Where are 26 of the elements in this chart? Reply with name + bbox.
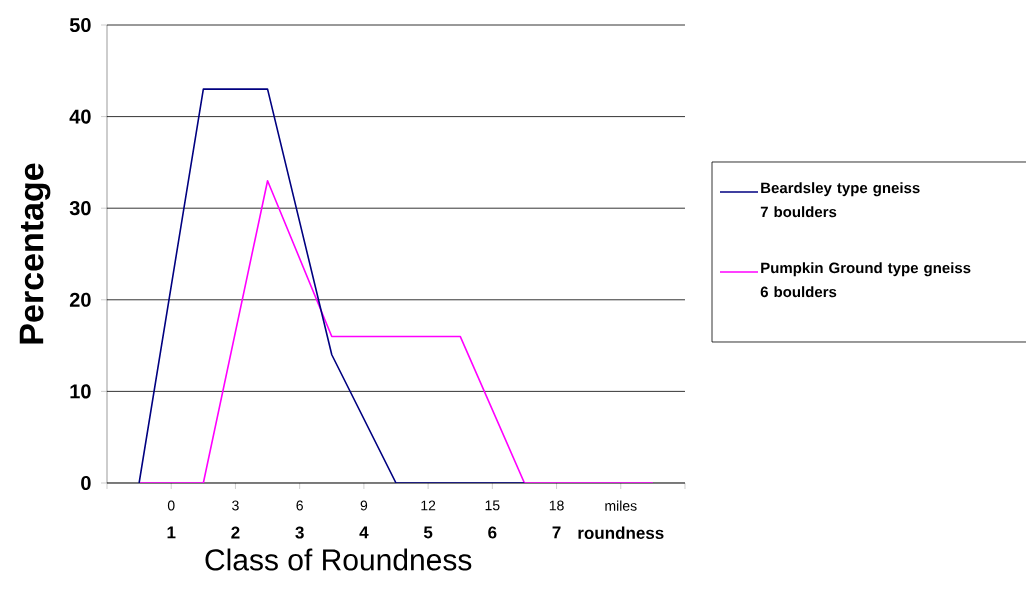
x2-tick-label: 1: [167, 526, 176, 539]
x2-tick-label: 3: [295, 526, 304, 539]
x-tick-label: miles: [605, 500, 637, 511]
y-tick-label: 50: [69, 17, 91, 33]
y-axis-title: Percentage: [19, 163, 51, 344]
x2-tick-label: 5: [423, 526, 433, 539]
x-tick-label: 9: [360, 500, 368, 511]
x-tick-label: 12: [421, 500, 436, 511]
x2-tick-label: 2: [231, 526, 240, 539]
x2-tick-label: roundness: [578, 526, 664, 540]
x-tick-label: 0: [167, 500, 175, 511]
y-tick-label: 0: [81, 475, 91, 491]
x-tick-label: 18: [549, 500, 564, 511]
y-tick-label: 10: [70, 384, 91, 399]
x-axis-title: Class of Roundness: [205, 548, 472, 571]
x2-tick-label: 7: [552, 526, 561, 539]
legend-label: Pumpkin Ground type gneiss 6 boulders: [760, 262, 971, 298]
x-tick-label: 15: [485, 500, 500, 511]
x-tick-label: 3: [232, 500, 239, 511]
y-tick-label: 30: [69, 201, 91, 216]
y-tick-label: 40: [69, 109, 91, 124]
y-tick-label: 20: [69, 292, 91, 307]
x2-tick-label: 6: [488, 526, 497, 539]
x-tick-label: 6: [296, 500, 303, 511]
x2-tick-label: 4: [359, 526, 369, 539]
legend-label: Beardsley type gneiss 7 boulders: [760, 182, 920, 218]
